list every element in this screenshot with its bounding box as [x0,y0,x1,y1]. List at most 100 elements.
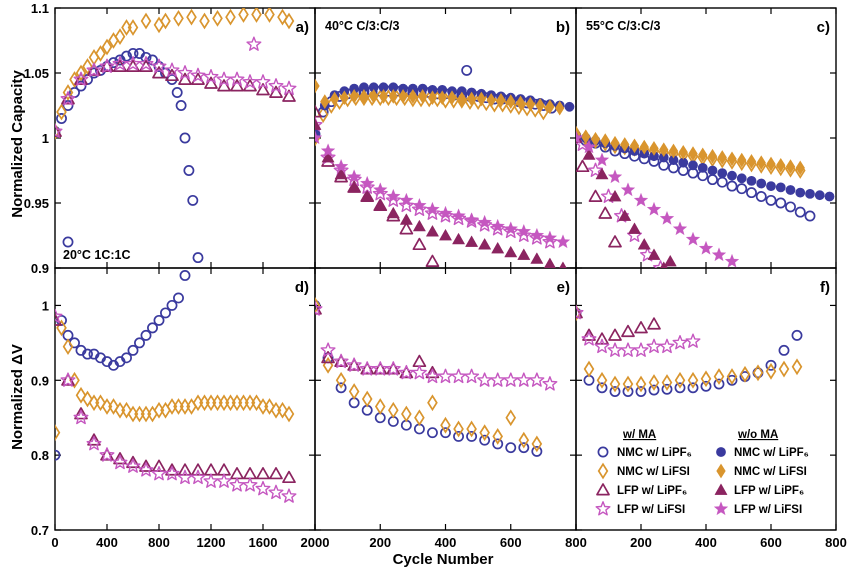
data-point-e-nmc-lifsi-with-ma [518,431,530,449]
data-point-e-lfp-lipf6-with-ma [425,365,440,379]
legend-marker-without-lfp-lifsi [714,501,728,515]
data-point-c-nmc-lipf6-with-ma [794,206,806,218]
y-axis-title-top: Normalized Capacity [9,70,26,218]
legend-label-with-lfp-lipf6: LFP w/ LiPF₆ [617,485,687,497]
data-point-e-lfp-lifsi-with-ma [503,372,519,387]
data-point-d-lfp-lipf6-with-ma [165,463,179,476]
data-point-f-nmc-lipf6-with-ma [713,378,725,390]
data-point-b-nmc-lifsi-without-ma [476,91,487,107]
data-point-d-lfp-lipf6-with-ma [74,407,88,420]
data-point-d-lfp-lifsi-with-ma [86,436,102,451]
data-point-d-lfp-lipf6-with-ma [100,448,114,461]
data-point-b-lfp-lifsi-with-ma [372,185,388,201]
data-point-c-nmc-lifsi-without-ma [746,154,757,169]
data-point-b-lfp-lipf6-with-ma [412,237,427,251]
data-point-c-lfp-lipf6-without-ma [608,190,622,202]
data-point-f-nmc-lifsi-with-ma [765,362,777,380]
data-point-b-nmc-lifsi-without-ma [369,89,379,104]
data-point-a-nmc-lifsi-with-ma [114,28,126,45]
data-point-a-nmc-lifsi-with-ma [283,12,295,30]
data-point-c-nmc-lifsi-without-ma [737,152,747,168]
data-point-e-lfp-lifsi-with-ma [372,361,388,376]
x-tick-label: 600 [760,535,782,550]
data-point-a-lfp-lifsi-with-ma [112,56,128,71]
data-point-b-nmc-lifsi-without-ma [545,99,555,115]
data-point-b-lfp-lipf6-without-ma [426,225,439,237]
data-point-e-nmc-lifsi-with-ma [335,371,347,389]
data-point-b-lfp-lipf6-without-ma [400,213,413,225]
data-point-c-nmc-lipf6-with-ma [746,187,757,199]
data-point-a-lfp-lipf6-with-ma [55,124,62,137]
data-point-b-nmc-lifsi-without-ma [486,92,496,108]
data-point-f-lfp-lifsi-with-ma [620,342,636,357]
data-point-f-nmc-lipf6-with-ma [609,386,621,397]
data-point-b-nmc-lifsi-without-ma [535,98,545,113]
data-point-f-nmc-lifsi-with-ma [635,375,647,393]
data-point-f-nmc-lifsi-with-ma [791,358,803,376]
data-point-a-nmc-lifsi-with-ma [238,8,249,23]
data-point-a-nmc-lipf6-with-ma [175,100,187,111]
x-tick-label: 0 [51,535,58,550]
legend-label-without-lfp-lipf6: LFP w/ LiPF₆ [734,485,804,497]
data-point-c-nmc-lifsi-without-ma [688,146,698,161]
data-point-a-lfp-lipf6-with-ma [87,63,101,76]
data-point-c-nmc-lipf6-with-ma [804,210,816,222]
x-tick-label: 1200 [197,535,226,550]
panel-label-a: a) [296,19,309,36]
data-point-f-nmc-lipf6-with-ma [635,386,647,397]
data-point-e-lfp-lifsi-with-ma [398,364,414,380]
data-point-b-lfp-lifsi-without-ma [360,176,375,190]
data-point-e-lfp-lifsi-with-ma [438,368,453,384]
data-point-d-lfp-lifsi-with-ma [268,484,284,500]
data-point-b-lfp-lifsi-without-ma [464,212,479,226]
data-point-f-nmc-lifsi-with-ma [674,371,686,389]
data-point-b-lfp-lipf6-without-ma [373,199,387,211]
panel-marks-e [315,297,558,457]
data-point-c-nmc-lipf6-without-ma [697,162,708,173]
data-point-b-lfp-lipf6-without-ma [517,248,531,260]
data-point-b-lfp-lipf6-without-ma [452,233,465,245]
data-point-c-nmc-lipf6-with-ma [785,201,796,213]
data-point-c-lfp-lifsi-without-ma [608,169,622,183]
data-point-b-lfp-lipf6-without-ma [386,207,400,219]
data-point-c-lfp-lifsi-without-ma [686,232,700,246]
data-point-e-lfp-lifsi-with-ma [451,368,467,384]
text-layer: Normalized Capacity Normalized ΔV Cycle … [9,1,847,568]
data-point-e-lfp-lifsi-with-ma [529,372,545,387]
panel-marks-c [576,125,835,268]
data-point-e-nmc-lipf6-with-ma [531,445,543,457]
data-point-c-nmc-lifsi-without-ma [668,143,679,159]
data-point-f-nmc-lifsi-with-ma [596,371,608,389]
data-point-a-nmc-lifsi-with-ma [127,19,139,36]
data-point-f-nmc-lipf6-with-ma [622,386,634,397]
data-point-e-lfp-lifsi-with-ma [424,368,440,384]
data-point-f-lfp-lipf6-with-ma [608,328,622,341]
data-point-d-lfp-lipf6-with-ma [126,455,140,469]
data-point-d-nmc-lifsi-with-ma [95,394,106,412]
y-tick-label: 0.7 [31,523,49,538]
data-point-c-nmc-lifsi-without-ma [776,157,786,173]
data-point-b-nmc-lifsi-without-ma [506,94,516,109]
data-point-e-lfp-lipf6-with-ma [373,362,388,375]
data-point-a-lfp-lifsi-with-ma [86,62,102,77]
panel-marks-d [55,270,297,503]
data-point-a-lfp-lifsi-with-ma [242,74,258,89]
data-point-c-lfp-lifsi-with-ma [588,162,603,178]
y-tick-label: 1 [42,131,49,146]
data-point-a-lfp-lifsi-with-ma [164,62,180,77]
data-point-c-lfp-lifsi-without-ma [699,241,713,255]
data-point-e-nmc-lipf6-with-ma [453,430,464,442]
data-point-f-nmc-lipf6-with-ma [778,344,790,356]
data-point-c-nmc-lipf6-without-ma [766,181,776,191]
data-point-a-nmc-lipf6-with-ma [192,252,204,264]
data-point-c-nmc-lifsi-without-ma [649,141,659,156]
data-point-b-lfp-lifsi-without-ma [477,215,492,229]
data-point-a-nmc-lipf6-with-ma [62,100,74,111]
legend-head-without: w/o MA [737,429,778,441]
data-point-b-lfp-lifsi-without-ma [315,130,322,144]
data-point-d-nmc-lifsi-with-ma [62,338,74,355]
marks-layer [55,8,835,503]
data-point-c-nmc-lifsi-without-ma [766,156,776,172]
data-point-b-lfp-lifsi-without-ma [516,224,531,238]
data-point-f-nmc-lipf6-with-ma [661,383,673,395]
